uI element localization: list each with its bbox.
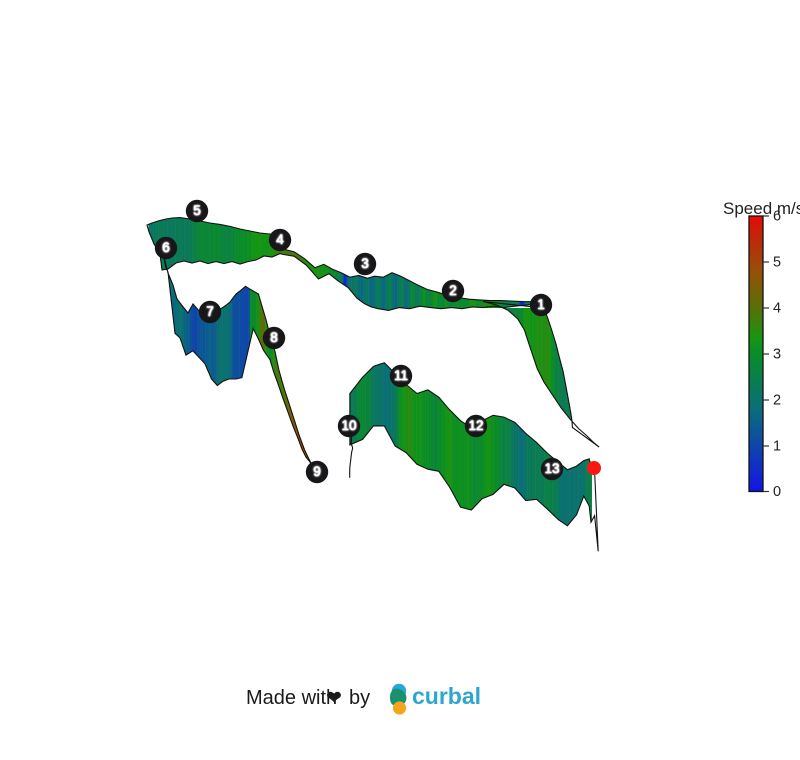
svg-text:Made with: Made with	[246, 687, 337, 709]
svg-text:7: 7	[206, 304, 214, 319]
svg-text:3: 3	[773, 347, 781, 363]
svg-text:curbal: curbal	[412, 683, 481, 709]
svg-text:12: 12	[468, 418, 483, 433]
svg-text:5: 5	[773, 255, 781, 271]
svg-text:Speed m/s: Speed m/s	[723, 199, 800, 218]
svg-text:5: 5	[193, 203, 201, 218]
svg-text:0: 0	[773, 484, 781, 500]
svg-text:1: 1	[537, 297, 545, 312]
svg-text:10: 10	[341, 418, 356, 433]
svg-text:6: 6	[773, 209, 781, 225]
svg-text:4: 4	[276, 232, 284, 247]
svg-text:2: 2	[449, 283, 457, 298]
svg-text:by: by	[349, 687, 370, 709]
svg-text:8: 8	[270, 330, 278, 345]
svg-text:9: 9	[313, 464, 321, 479]
svg-text:2: 2	[773, 393, 781, 409]
svg-text:4: 4	[773, 301, 781, 317]
svg-text:6: 6	[162, 240, 170, 255]
svg-text:11: 11	[394, 368, 408, 383]
svg-text:3: 3	[361, 256, 369, 271]
svg-text:❤: ❤	[326, 688, 342, 709]
svg-text:1: 1	[773, 439, 781, 455]
svg-text:13: 13	[544, 461, 559, 476]
